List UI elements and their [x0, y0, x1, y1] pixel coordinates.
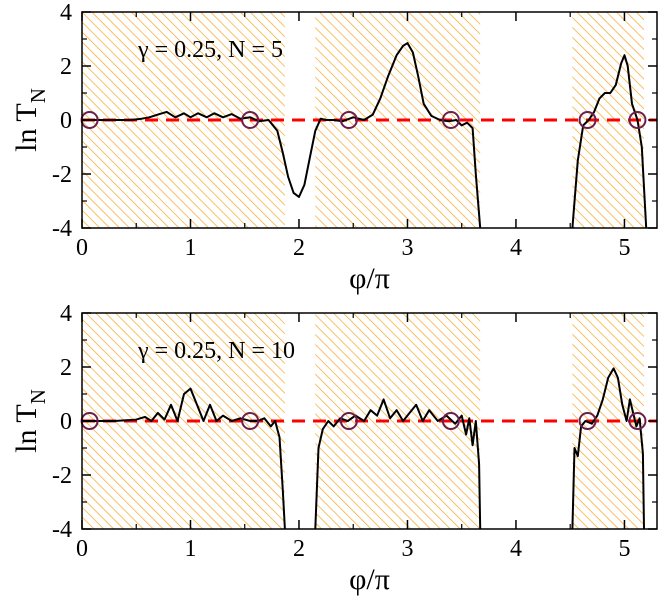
marker-circle-2 — [241, 412, 260, 430]
marker-circle-2 — [241, 111, 260, 129]
parameter-annotation: γ = 0.25, N = 10 — [137, 338, 295, 364]
x-tick-label: 5 — [618, 235, 630, 261]
x-axis-label: φ/π — [349, 563, 390, 596]
x-tick-label: 0 — [76, 235, 88, 261]
x-tick-label: 5 — [618, 536, 630, 562]
marker-circle-5 — [578, 111, 597, 129]
y-tick-label: -4 — [52, 216, 72, 242]
marker-circle-5 — [578, 412, 597, 430]
marker-circle-6 — [628, 412, 647, 430]
y-tick-label: 2 — [60, 355, 72, 381]
x-tick-label: 4 — [510, 536, 522, 562]
marker-circle-4 — [441, 111, 460, 129]
marker-circle-4 — [441, 412, 460, 430]
y-axis-label: ln TN — [10, 88, 50, 152]
y-tick-label: -4 — [52, 517, 72, 543]
y-tick-label: 4 — [60, 0, 72, 26]
x-tick-label: 2 — [293, 235, 305, 261]
marker-circle-3 — [339, 412, 358, 430]
y-tick-label: -2 — [52, 162, 72, 188]
chart-panel-2: 0 1 2 3 4 5 -4 -2 0 2 4 φ/π ln TN γ = 0.25, N = 10 — [10, 301, 658, 596]
x-tick-label: 3 — [401, 235, 413, 261]
x-tick-label: 0 — [76, 536, 88, 562]
series-line-2 — [314, 398, 482, 529]
series-line-1 — [82, 42, 482, 228]
y-tick-label: -2 — [52, 463, 72, 489]
chart-panel-1: 0 1 2 3 4 5 -4 -2 0 2 4 φ/π ln TN γ = 0.25, N = 5 — [10, 0, 658, 295]
y-tick-label: 0 — [60, 409, 72, 435]
x-tick-label: 4 — [510, 235, 522, 261]
y-tick-label: 0 — [60, 108, 72, 134]
y-axis-label: ln TN — [10, 389, 50, 453]
marker-circle-3 — [339, 111, 358, 129]
marker-circle-6 — [628, 111, 647, 129]
series-line-1 — [82, 387, 286, 529]
x-tick-label: 3 — [401, 536, 413, 562]
x-tick-label: 2 — [293, 536, 305, 562]
x-tick-label: 1 — [184, 536, 196, 562]
y-tick-label: 2 — [60, 54, 72, 80]
x-axis-label: φ/π — [349, 262, 390, 295]
y-tick-label: 4 — [60, 301, 72, 327]
parameter-annotation: γ = 0.25, N = 5 — [137, 37, 283, 63]
x-tick-label: 1 — [184, 235, 196, 261]
